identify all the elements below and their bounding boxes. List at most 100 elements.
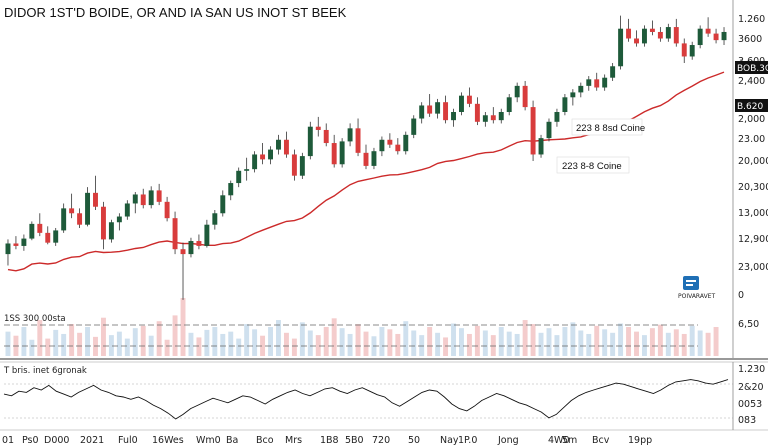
price-tick-label: 13,000	[738, 208, 768, 219]
volume-bar	[77, 332, 83, 356]
candle	[156, 183, 162, 206]
candle-body	[578, 85, 584, 93]
volume-bar	[705, 332, 711, 356]
volume-label: 1SS 300 00sta	[4, 314, 66, 324]
time-tick-label: 16Wes	[152, 435, 184, 446]
candle-body	[236, 170, 242, 184]
volume-bar	[443, 337, 449, 356]
candle-body	[180, 249, 186, 255]
time-tick-label: 19pp	[628, 435, 652, 446]
osc-tick-label: 0053	[738, 399, 762, 410]
volume-bar	[482, 330, 488, 356]
osc-tick-label: 2&20	[738, 382, 764, 393]
candle	[610, 63, 616, 81]
candle	[578, 82, 584, 98]
volume-bar	[546, 328, 552, 356]
price-tick-label: 3600	[738, 34, 762, 45]
price-tick-label: 2,400	[738, 76, 765, 87]
candle-body	[466, 95, 472, 104]
annotation-2: 223 8-8 Coine	[556, 156, 630, 174]
osc-tick-label: 083	[738, 415, 756, 426]
candle-body	[451, 112, 456, 121]
candle	[53, 227, 59, 246]
candle	[490, 107, 496, 124]
candle-body	[124, 203, 130, 217]
candle	[522, 80, 528, 111]
oscillator-axis: 1.230 2&20 0053 083	[738, 364, 765, 426]
annotation-2-text: 223 8-8 Coine	[562, 161, 622, 172]
candle-body	[538, 138, 544, 155]
candle	[45, 226, 51, 245]
volume-bar	[466, 333, 472, 356]
candle	[172, 211, 178, 255]
candle	[85, 187, 91, 227]
volume-bar	[530, 324, 536, 356]
time-tick-label: Ba	[226, 435, 238, 446]
volume-bar	[419, 335, 425, 356]
candle-body	[108, 222, 114, 240]
candle	[29, 221, 35, 241]
candle-body	[649, 28, 655, 32]
candle-body	[554, 112, 560, 122]
candle	[466, 87, 472, 108]
candle-body	[459, 95, 464, 112]
candle-body	[291, 154, 297, 176]
candle-body	[77, 213, 83, 225]
volume-bar	[21, 327, 27, 356]
candle	[594, 72, 600, 91]
candle-body	[665, 27, 671, 39]
candle-body	[53, 230, 59, 243]
time-axis: 01 Ps0 D000 2021 Ful0 16Wes Wm0 Ba Bco Mrs 1B8 5B0 7…	[2, 435, 652, 446]
volume-bar	[522, 320, 528, 356]
volume-bar	[451, 323, 456, 356]
price-badge-1-text: BOB.3C	[737, 64, 768, 74]
candle	[546, 118, 552, 142]
volume-bar	[61, 333, 67, 356]
price-tick-label: 1.260	[738, 14, 765, 25]
candle	[411, 115, 417, 139]
volume-bar	[100, 317, 106, 356]
broker-logo: POIVARAVET	[678, 276, 715, 300]
candle-body	[164, 201, 170, 219]
volume-bar	[355, 324, 361, 356]
volume-bar	[132, 328, 138, 356]
candle	[148, 186, 154, 209]
volume-bar	[506, 331, 512, 356]
candle-body	[443, 102, 449, 121]
candle	[116, 213, 122, 231]
candle-body	[626, 28, 632, 39]
candle	[268, 146, 273, 165]
candle-body	[156, 190, 162, 202]
volume-bar	[291, 338, 297, 356]
candle-body	[490, 115, 496, 121]
volume-bar	[228, 331, 234, 356]
volume-bar	[554, 335, 560, 356]
candle-body	[315, 126, 321, 130]
time-tick-label: Bco	[256, 435, 274, 446]
candle	[530, 100, 536, 161]
candle	[204, 219, 210, 248]
time-tick-label: 5B0	[345, 435, 364, 446]
candle	[419, 102, 425, 124]
candle	[482, 112, 488, 127]
candle	[363, 144, 369, 170]
candle	[77, 208, 83, 228]
volume-bar	[490, 335, 496, 356]
candle-body	[514, 85, 520, 98]
candle	[403, 131, 409, 155]
candle	[697, 25, 703, 49]
candle-body	[220, 195, 226, 214]
volume-bar	[562, 327, 568, 356]
candle-body	[546, 121, 552, 139]
volume-bar	[236, 338, 242, 356]
volume-bar	[196, 337, 202, 356]
candle	[315, 116, 321, 137]
candle	[506, 94, 512, 116]
time-tick-label: 50	[408, 435, 420, 446]
candle	[5, 239, 11, 266]
candle-body	[61, 208, 67, 231]
candle	[37, 213, 43, 237]
volume-bar	[53, 329, 59, 356]
time-tick-label: 1B8	[320, 435, 339, 446]
candle	[435, 98, 441, 119]
